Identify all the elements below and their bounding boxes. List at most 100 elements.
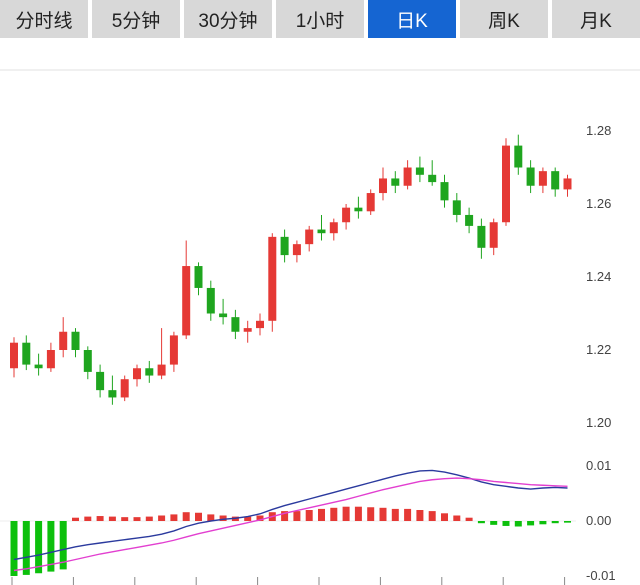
macd-bar-positive <box>404 508 412 521</box>
macd-bar-positive <box>367 507 375 521</box>
candle-up <box>133 368 141 380</box>
macd-axis-label: 0.00 <box>586 513 611 528</box>
macd-bar-positive <box>207 514 215 521</box>
macd-bar-negative <box>564 521 571 523</box>
candle-down <box>108 390 117 398</box>
candle-down <box>145 368 154 376</box>
candle-down <box>440 182 449 201</box>
macd-bar-positive <box>182 512 190 521</box>
candle-up <box>342 207 351 223</box>
tab-1[interactable]: 5分钟 <box>92 0 180 38</box>
macd-bar-positive <box>145 516 153 521</box>
candle-up <box>538 171 547 186</box>
candle-up <box>563 178 572 190</box>
macd-bar-positive <box>465 517 473 521</box>
macd-bar-positive <box>330 507 338 521</box>
price-axis-label: 1.26 <box>586 196 611 211</box>
macd-bar-negative <box>47 521 55 572</box>
macd-bar-negative <box>35 521 43 574</box>
macd-bar-positive <box>379 507 387 521</box>
macd-bar-positive <box>305 510 313 521</box>
candle-down <box>22 342 31 365</box>
candle-down <box>391 178 400 186</box>
macd-bar-positive <box>453 515 461 521</box>
macd-bar-positive <box>158 515 166 521</box>
macd-bar-positive <box>108 516 116 521</box>
candle-up <box>182 266 191 336</box>
candle-down <box>317 229 326 234</box>
price-axis-labels: 1.28 1.26 1.24 1.22 1.20 <box>586 123 611 430</box>
macd-bar-positive <box>318 508 325 521</box>
macd-bar-positive <box>441 513 448 521</box>
candle-up <box>489 222 498 248</box>
tab-bar: 分时线 5分钟 30分钟 1小时 日K 周K 月K <box>0 0 640 38</box>
candle-up <box>329 222 338 234</box>
candle-up <box>403 167 412 186</box>
dea-line <box>13 477 568 572</box>
tab-6[interactable]: 月K <box>552 0 640 38</box>
grid-lines <box>0 69 640 522</box>
candle-down <box>34 364 43 369</box>
candle-down <box>96 371 105 391</box>
macd-bar-negative <box>490 521 498 525</box>
candle-up <box>120 379 129 398</box>
tab-5[interactable]: 周K <box>460 0 548 38</box>
macd-bar-positive <box>281 511 289 521</box>
candle-up <box>256 320 264 329</box>
tab-3[interactable]: 1小时 <box>276 0 364 38</box>
macd-axis-label: 0.01 <box>586 458 611 473</box>
macd-bar-positive <box>195 512 202 521</box>
dif-line <box>13 469 568 561</box>
macd-bar-positive <box>219 515 227 521</box>
candle-down <box>219 313 228 318</box>
tab-0[interactable]: 分时线 <box>0 0 88 38</box>
candle-down <box>428 174 437 183</box>
candle-down <box>452 200 461 215</box>
candle-down <box>83 350 92 372</box>
candle-down <box>526 167 535 186</box>
candle-down <box>71 331 80 350</box>
candle-up <box>46 350 55 369</box>
candle-down <box>231 317 240 332</box>
tab-daily-k[interactable]: 日K <box>368 0 456 38</box>
candle-up <box>366 193 375 212</box>
candles <box>10 134 572 405</box>
candle-up <box>268 236 277 321</box>
candle-down <box>194 266 203 288</box>
candle-down <box>415 167 424 175</box>
macd-bar-positive <box>84 516 92 521</box>
macd-bar-positive <box>391 508 399 521</box>
candle-down <box>280 236 289 256</box>
macd-bar-positive <box>170 514 178 521</box>
macd-bar-positive <box>354 506 362 521</box>
macd-bar-negative <box>527 521 535 526</box>
macd-bar-negative <box>539 521 547 525</box>
macd-bar-negative <box>551 521 559 524</box>
candle-down <box>354 207 363 212</box>
candle-up <box>379 178 387 194</box>
tab-2[interactable]: 30分钟 <box>184 0 272 38</box>
candle-up <box>10 342 18 369</box>
price-axis-label: 1.28 <box>586 123 611 138</box>
macd-bar-positive <box>428 511 436 521</box>
candle-up <box>157 364 166 376</box>
macd-bar-positive <box>96 516 104 521</box>
candle-up <box>305 229 314 245</box>
macd-bar-positive <box>256 515 264 521</box>
macd-axis-labels: 0.01 0.00 -0.01 <box>586 458 616 583</box>
candle-up <box>502 145 510 223</box>
candle-down <box>514 145 523 168</box>
macd-axis-label: -0.01 <box>586 568 616 583</box>
macd-bar-positive <box>293 511 301 521</box>
macd-bar-negative <box>502 521 510 526</box>
macd-bar-positive <box>72 517 79 521</box>
price-axis-label: 1.22 <box>586 342 611 357</box>
macd-bar-positive <box>133 517 141 521</box>
macd-bar-negative <box>514 521 522 527</box>
candle-down <box>477 225 486 248</box>
candle-up <box>292 244 301 256</box>
macd-bar-positive <box>342 506 350 521</box>
macd-bar-negative <box>22 521 30 575</box>
